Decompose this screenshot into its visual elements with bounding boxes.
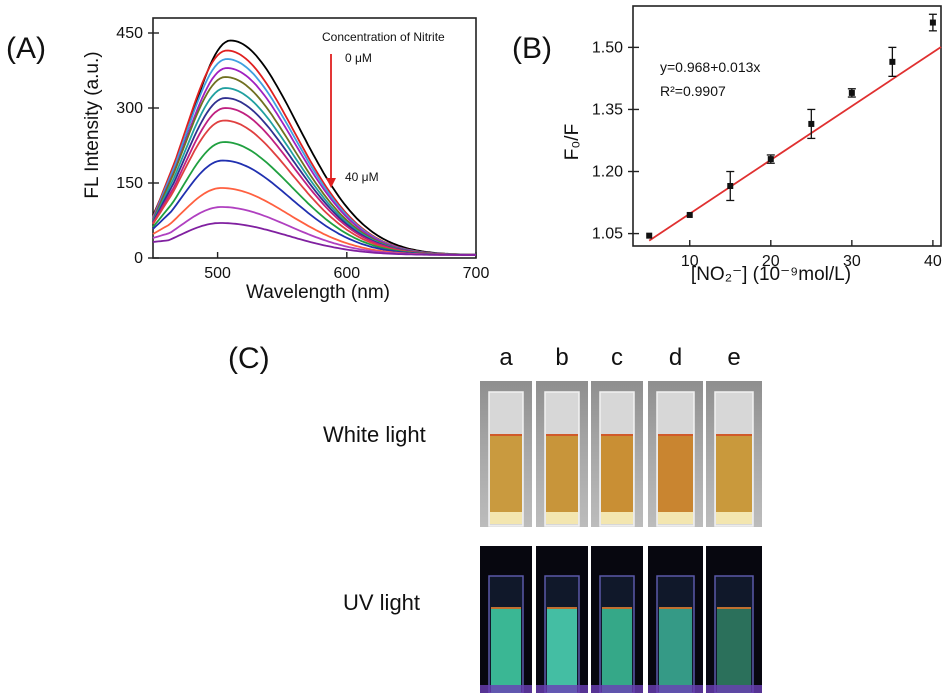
uv-cuvette-liquid [717, 608, 751, 693]
data-point [646, 232, 653, 239]
uv-reflection [591, 685, 643, 693]
cuvette-liquid [601, 434, 633, 512]
cuvette-base [490, 512, 522, 524]
uv-reflection [706, 685, 762, 693]
cuvette-base [546, 512, 578, 524]
cuvette-liquid [490, 434, 522, 512]
uv-reflection [536, 685, 588, 693]
annotation-end: 40 μM [345, 170, 379, 184]
uv-reflection [648, 685, 703, 693]
point-marker [686, 211, 693, 218]
cuvette-column-b: b [536, 344, 588, 693]
panel-a-plot-area: 500 600 700 0 150 300 450 [116, 17, 490, 282]
data-point [807, 108, 816, 140]
panel-b-frame [632, 5, 942, 247]
column-label: e [727, 344, 740, 371]
annotation-title: Concentration of Nitrite [322, 30, 445, 44]
concentration-arrow [326, 54, 336, 188]
point-marker [646, 232, 653, 239]
uv-cuvette-liquid [659, 608, 692, 693]
y-tick-label: 450 [116, 25, 143, 42]
spectrum-line [152, 39, 476, 256]
cuvette-liquid [658, 434, 693, 512]
point-marker [727, 183, 734, 189]
spectrum-line [152, 49, 476, 256]
cuvette-liquid [716, 434, 752, 512]
row-label-white-light: White light [323, 422, 426, 447]
x-tick-label: 10 [681, 253, 699, 270]
fit-line [648, 46, 942, 242]
spectrum-line [152, 76, 476, 256]
x-tick-label: 700 [463, 265, 490, 282]
point-marker [848, 89, 855, 96]
column-label: d [669, 344, 682, 371]
panel-b: (B) 10 20 30 40 1.05 1.20 1.35 1.50 [NO₂⁻] (10⁻… [512, 5, 942, 285]
row-label-uv-light: UV light [343, 590, 420, 615]
column-label: b [555, 344, 568, 371]
panel-a-xlabel: Wavelength (nm) [246, 282, 390, 303]
panel-b-xlabel: [NO₂⁻] (10⁻⁹mol/L) [691, 264, 851, 285]
cuvette-base [658, 512, 693, 524]
cuvette-column-c: c [591, 344, 643, 693]
panel-a-label: (A) [6, 32, 46, 65]
cuvette-liquid [546, 434, 578, 512]
spectrum-line [152, 141, 476, 256]
y-tick-label: 0 [134, 250, 143, 267]
x-tick-label: 600 [333, 265, 360, 282]
uv-cuvette-liquid [602, 608, 632, 693]
panel-a-ylabel: FL Intensity (a.u.) [82, 51, 103, 198]
uv-cuvette-liquid [547, 608, 577, 693]
x-tick-label: 40 [924, 253, 942, 270]
y-tick-label: 150 [116, 175, 143, 192]
x-tick-label: 30 [843, 253, 861, 270]
y-tick-label: 300 [116, 100, 143, 117]
cuvette-base [601, 512, 633, 524]
uv-cuvette-liquid [491, 608, 521, 693]
point-marker [929, 19, 936, 26]
fit-equation: y=0.968+0.013x [660, 59, 760, 75]
y-tick-label: 1.20 [592, 164, 623, 181]
spectrum-line [152, 206, 476, 256]
panel-c: (C) White light UV light a b c d e [228, 342, 762, 693]
y-tick-label: 1.05 [592, 226, 623, 243]
data-point [766, 154, 775, 164]
cuvette-column-a: a [480, 344, 532, 693]
panel-b-ylabel: F₀/F [562, 124, 583, 160]
cuvette-columns: a b c d e [480, 344, 762, 693]
spectrum-line [152, 119, 476, 256]
cuvette-column-d: d [648, 344, 703, 693]
cuvette-base [716, 512, 752, 524]
uv-reflection [480, 685, 532, 693]
column-label: a [499, 344, 513, 371]
panel-b-label: (B) [512, 32, 552, 65]
point-marker [767, 156, 774, 163]
panel-a-frame [152, 17, 477, 259]
x-tick-label: 500 [204, 265, 231, 282]
y-tick-label: 1.35 [592, 101, 623, 118]
x-tick-label: 20 [762, 253, 780, 270]
data-point [847, 88, 856, 98]
y-tick-label: 1.50 [592, 39, 623, 56]
fit-r-squared: R²=0.9907 [660, 83, 726, 99]
point-marker [889, 58, 896, 65]
spectrum-line [152, 187, 476, 256]
spectrum-line [152, 222, 476, 256]
data-point [726, 170, 735, 202]
panel-c-label: (C) [228, 342, 270, 375]
panel-b-plot-area: 10 20 30 40 1.05 1.20 1.35 1.50 [592, 5, 942, 270]
annotation-start: 0 μM [345, 51, 372, 65]
data-point [888, 46, 897, 77]
data-point [686, 211, 693, 218]
point-marker [808, 120, 815, 127]
column-label: c [611, 344, 623, 371]
cuvette-column-e: e [706, 344, 762, 693]
data-point [928, 13, 937, 32]
